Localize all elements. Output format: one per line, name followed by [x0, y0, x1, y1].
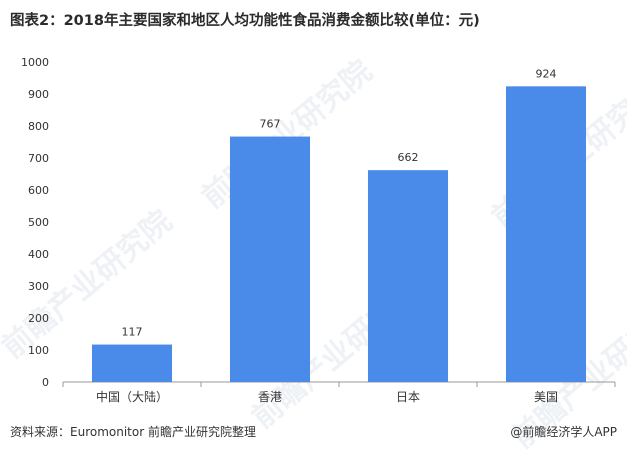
y-tick-label: 0 — [42, 376, 49, 389]
data-label: 924 — [536, 67, 557, 80]
y-tick-label: 400 — [28, 248, 49, 261]
y-tick-label: 500 — [28, 216, 49, 229]
y-tick-label: 800 — [28, 120, 49, 133]
y-tick-label: 300 — [28, 280, 49, 293]
y-tick-label: 100 — [28, 344, 49, 357]
x-tick-label: 香港 — [258, 390, 282, 404]
x-tick-label: 日本 — [396, 390, 420, 404]
brand-credit: @前瞻经济学人APP — [510, 425, 617, 439]
y-tick-label: 900 — [28, 88, 49, 101]
bar — [229, 136, 311, 382]
chart-title: 图表2：2018年主要国家和地区人均功能性食品消费金额比较(单位：元) — [10, 13, 480, 29]
y-tick-label: 200 — [28, 312, 49, 325]
bar — [367, 170, 449, 382]
bar — [505, 86, 587, 382]
data-label: 767 — [260, 118, 281, 131]
x-tick-label: 中国（大陆） — [96, 389, 168, 404]
y-tick-label: 600 — [28, 184, 49, 197]
bar — [91, 344, 173, 382]
data-label: 117 — [122, 326, 143, 339]
y-tick-label: 1000 — [21, 56, 49, 69]
source-note: 资料来源：Euromonitor 前瞻产业研究院整理 — [10, 425, 256, 439]
x-tick-label: 美国 — [534, 390, 558, 404]
data-label: 662 — [398, 151, 419, 164]
y-tick-label: 700 — [28, 152, 49, 165]
